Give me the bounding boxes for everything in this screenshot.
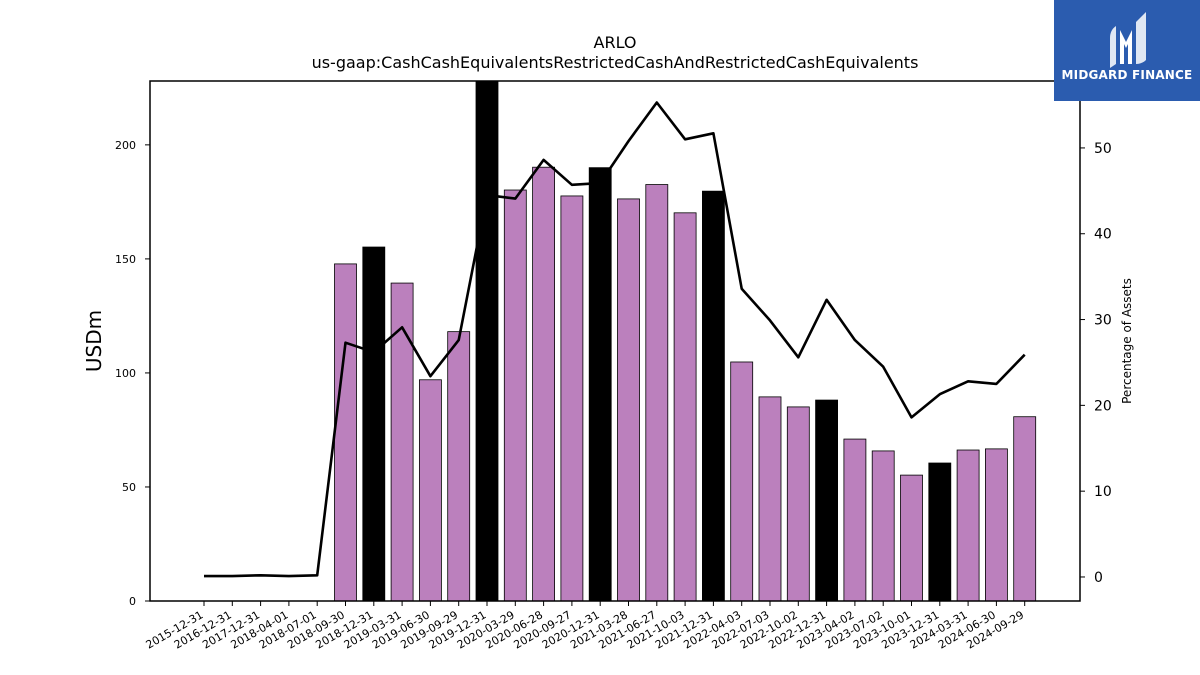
bar: [843, 438, 867, 602]
brand-name: MIDGARD FINANCE: [1061, 68, 1193, 82]
bar: [928, 462, 952, 602]
bar: [334, 263, 357, 602]
midgard-m-icon: [1110, 12, 1146, 68]
y-axis: 0 50 100 150 200: [115, 139, 150, 608]
bar: [475, 80, 499, 602]
bar: [588, 167, 612, 602]
bar: [702, 190, 725, 602]
bar: [730, 361, 754, 602]
bar: [758, 396, 782, 602]
bar: [418, 379, 442, 602]
bar: [900, 474, 923, 602]
plot-frame: [149, 80, 1081, 602]
y2-axis: 0 10 20 30 40 50: [1080, 141, 1112, 586]
bar-group: [334, 80, 1037, 602]
brand-logo: MIDGARD FINANCE: [1054, 0, 1200, 101]
y-axis-label: USDm: [82, 310, 106, 372]
chart-subtitle: us-gaap:CashCashEquivalentsRestrictedCas…: [312, 53, 919, 72]
y-tick-label: 200: [115, 139, 136, 152]
y2-tick-label: 50: [1094, 141, 1112, 157]
chart-title: ARLO: [594, 33, 637, 52]
y2-axis-label: Percentage of Assets: [1120, 278, 1134, 404]
y-tick-label: 50: [122, 481, 136, 494]
bar: [871, 450, 895, 602]
line-group: [204, 101, 1026, 578]
bar: [645, 184, 669, 602]
y-tick-label: 100: [115, 367, 136, 380]
bar: [390, 282, 414, 602]
y2-tick-label: 40: [1094, 227, 1112, 243]
y-tick-label: 0: [129, 595, 136, 608]
bar: [815, 399, 838, 602]
bar: [786, 406, 810, 602]
bar: [362, 246, 386, 602]
bar: [1013, 416, 1037, 602]
y2-tick-label: 30: [1094, 313, 1112, 329]
x-axis: 2015-12-312016-12-312017-12-312018-04-01…: [144, 601, 1026, 652]
bar: [985, 448, 1008, 602]
y-tick-label: 150: [115, 253, 136, 266]
bar: [560, 195, 584, 602]
y2-tick-label: 0: [1094, 570, 1103, 586]
bar: [532, 166, 555, 602]
bar: [447, 331, 471, 602]
bar: [673, 212, 697, 602]
bar: [617, 198, 640, 602]
series-line: [204, 101, 1026, 578]
y2-tick-label: 10: [1094, 484, 1112, 500]
bar: [503, 189, 527, 602]
y2-tick-label: 20: [1094, 398, 1112, 414]
bar: [956, 449, 980, 602]
